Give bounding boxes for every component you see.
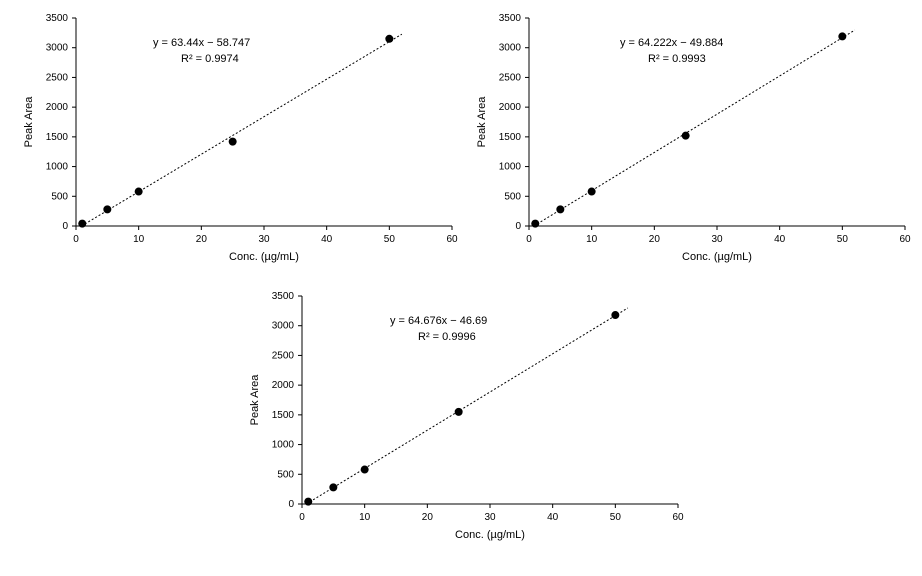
data-marker	[304, 498, 312, 506]
data-marker	[531, 220, 539, 228]
y-tick-label: 1500	[272, 410, 295, 421]
equation-label: y = 63.44x − 58.747	[153, 37, 250, 49]
y-axis-label: Peak Area	[476, 96, 488, 148]
y-tick-label: 3500	[46, 13, 69, 24]
y-axis-label: Peak Area	[23, 96, 35, 148]
trend-line	[81, 34, 401, 226]
chart-bottom: 0 10 20 30 40 50 60 0 500 1000 1500 2000 2500 3000 350…	[249, 291, 684, 541]
y-axis-label: Peak Area	[249, 374, 261, 426]
data-marker	[588, 188, 596, 196]
x-axis-label: Conc. (µg/mL)	[455, 529, 525, 541]
x-tick-label: 20	[422, 512, 434, 523]
equation-label: y = 64.222x − 49.884	[620, 37, 723, 49]
data-marker	[78, 220, 86, 228]
x-tick-label: 10	[133, 234, 145, 245]
x-axis-label: Conc. (µg/mL)	[682, 251, 752, 263]
r2-label: R² = 0.9993	[648, 53, 706, 65]
y-tick-label: 2000	[272, 380, 295, 391]
y-tick-label: 500	[504, 191, 521, 202]
y-tick-label: 0	[515, 221, 521, 232]
data-marker	[103, 205, 111, 213]
y-tick-label: 1000	[46, 162, 69, 173]
y-tick-label: 500	[51, 191, 68, 202]
data-marker	[229, 138, 237, 146]
y-tick-label: 3000	[272, 321, 295, 332]
chart-top-left: 0 10 20 30 40 50 60 0 500 1000 1500 2000 2500 3000 350…	[23, 13, 458, 263]
y-tick-label: 3500	[499, 13, 522, 24]
x-tick-label: 20	[196, 234, 208, 245]
y-tick-label: 3000	[499, 43, 522, 54]
y-tick-label: 0	[288, 499, 294, 510]
x-tick-label: 30	[484, 512, 496, 523]
x-tick-label: 50	[384, 234, 396, 245]
figure-svg: 0102030405060050010001500200025003000350…	[8, 8, 914, 568]
r2-label: R² = 0.9996	[418, 331, 476, 343]
x-tick-label: 60	[446, 234, 458, 245]
data-marker	[455, 408, 463, 416]
equation-label: y = 64.676x − 46.69	[390, 315, 487, 327]
x-tick-label: 50	[610, 512, 622, 523]
y-tick-label: 1500	[499, 132, 522, 143]
y-tick-label: 2500	[499, 72, 522, 83]
data-marker	[556, 205, 564, 213]
data-marker	[385, 35, 393, 43]
y-tick-label: 3000	[46, 43, 69, 54]
x-tick-label: 30	[258, 234, 270, 245]
y-tick-label: 1000	[272, 440, 295, 451]
x-tick-label: 20	[649, 234, 661, 245]
x-tick-label: 50	[837, 234, 849, 245]
x-tick-label: 0	[299, 512, 305, 523]
data-marker	[135, 188, 143, 196]
data-marker	[611, 311, 619, 319]
y-tick-label: 1500	[46, 132, 69, 143]
y-tick-label: 2000	[46, 102, 69, 113]
y-tick-label: 1000	[499, 162, 522, 173]
data-marker	[329, 483, 337, 491]
x-tick-label: 0	[526, 234, 532, 245]
y-tick-label: 2000	[499, 102, 522, 113]
x-tick-label: 40	[774, 234, 786, 245]
x-tick-label: 60	[672, 512, 684, 523]
figure-container: 0102030405060050010001500200025003000350…	[8, 8, 914, 568]
x-tick-label: 0	[73, 234, 79, 245]
x-tick-label: 30	[711, 234, 723, 245]
x-tick-label: 60	[899, 234, 911, 245]
data-marker	[838, 32, 846, 40]
x-tick-label: 40	[321, 234, 333, 245]
data-marker	[361, 466, 369, 474]
chart-top-right: 0 10 20 30 40 50 60 0 500 1000 1500 2000 2500 3000 350…	[476, 13, 911, 263]
x-tick-label: 10	[359, 512, 371, 523]
y-tick-label: 2500	[46, 72, 69, 83]
y-tick-label: 500	[277, 469, 294, 480]
y-tick-label: 0	[62, 221, 68, 232]
x-tick-label: 40	[547, 512, 559, 523]
r2-label: R² = 0.9974	[181, 53, 239, 65]
data-marker	[682, 132, 690, 140]
x-axis-label: Conc. (µg/mL)	[229, 251, 299, 263]
x-tick-label: 10	[586, 234, 598, 245]
y-tick-label: 2500	[272, 350, 295, 361]
y-tick-label: 3500	[272, 291, 295, 302]
